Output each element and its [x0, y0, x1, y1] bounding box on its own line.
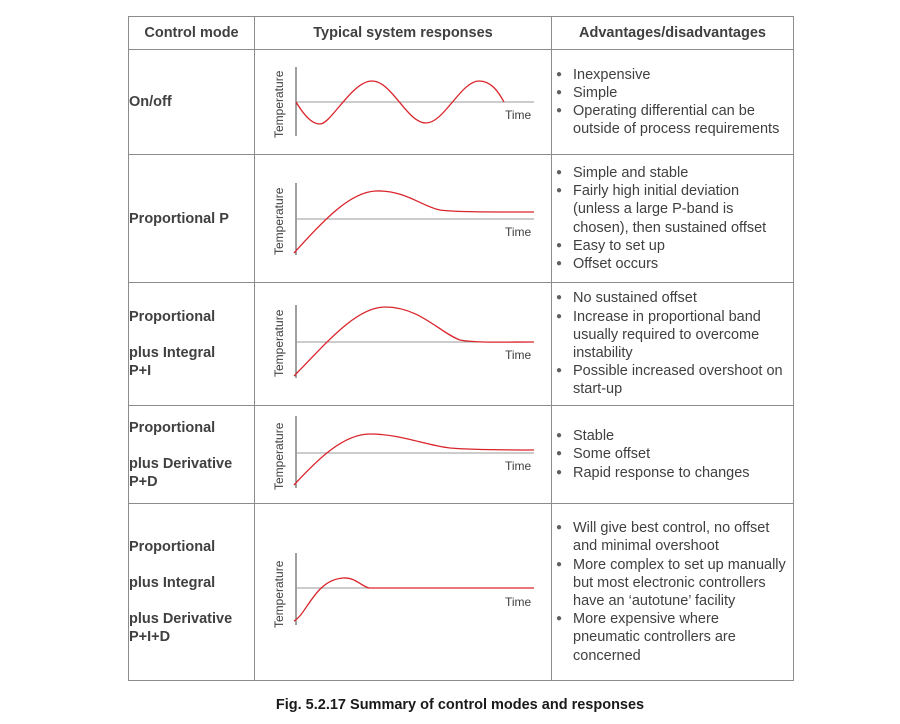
mode-label: Proportional: [129, 419, 216, 436]
advantages-cell: Will give best control, no offset and mi…: [551, 503, 794, 681]
temperature-curve: [293, 190, 535, 254]
proportional-derivative-response-graph: Temperature Time: [272, 416, 535, 490]
list-item: Fairly high initial deviation (unless a …: [556, 182, 789, 237]
y-axis-label: Temperature: [272, 187, 286, 255]
list-item: Simple: [556, 84, 789, 102]
x-axis-label: Time: [505, 348, 532, 362]
advantages-list: Inexpensive Simple Operating differentia…: [552, 66, 793, 139]
x-axis-label: Time: [505, 108, 532, 122]
list-item: Inexpensive: [556, 66, 789, 84]
list-item: Offset occurs: [556, 255, 789, 273]
list-item: No sustained offset: [556, 289, 789, 307]
proportional-integral-response-graph: Temperature Time: [272, 305, 535, 378]
advantages-list: No sustained offset Increase in proporti…: [552, 289, 793, 398]
temperature-curve: [293, 306, 535, 377]
y-axis-label: Temperature: [272, 422, 286, 490]
advantages-cell: No sustained offset Increase in proporti…: [551, 282, 794, 406]
response-graph-cell: Temperature Time: [254, 405, 552, 504]
row-proportional-derivative: Proportional plus Derivative P+D Tempera…: [128, 405, 794, 504]
on-off-response-graph: Temperature Time: [272, 67, 534, 138]
x-axis-label: Time: [505, 459, 532, 473]
mode-abbreviation: P+I+D: [129, 629, 171, 645]
list-item: Easy to set up: [556, 237, 789, 255]
list-item: Stable: [556, 427, 789, 445]
mode-abbreviation: P+I: [129, 363, 152, 379]
mode-cell: On/off: [128, 49, 255, 155]
list-item: Some offset: [556, 445, 789, 463]
row-proportional-integral-derivative: Proportional plus Integral plus Derivati…: [128, 503, 794, 681]
mode-label: Proportional P: [129, 210, 229, 227]
y-axis-label: Temperature: [272, 70, 286, 138]
x-axis-label: Time: [505, 225, 532, 239]
advantages-cell: Stable Some offset Rapid response to cha…: [551, 405, 794, 504]
y-axis-label: Temperature: [272, 560, 286, 628]
mode-cell: Proportional plus Integral plus Derivati…: [128, 503, 255, 681]
header-row: Control mode Typical system responses Ad…: [128, 16, 794, 50]
list-item: Operating differential can be outside of…: [556, 102, 789, 138]
mode-label: plus Derivative: [129, 611, 233, 627]
list-item: Rapid response to changes: [556, 464, 789, 482]
response-graph-cell: Temperature Time: [254, 49, 552, 155]
proportional-response-graph: Temperature Time: [272, 183, 535, 255]
list-item: Increase in proportional band usually re…: [556, 308, 789, 363]
y-axis-label: Temperature: [272, 309, 286, 377]
header-control-mode: Control mode: [128, 16, 255, 50]
advantages-list: Simple and stable Fairly high initial de…: [552, 164, 793, 273]
control-modes-table: Control mode Typical system responses Ad…: [128, 16, 794, 681]
list-item: Possible increased overshoot on start-up: [556, 362, 789, 398]
mode-label: Proportional: [129, 309, 216, 325]
response-graph-cell: Temperature Time: [254, 154, 552, 283]
row-on-off: On/off Temperature Time Inexpensive Simp…: [128, 49, 794, 155]
mode-label: Proportional: [129, 539, 216, 555]
response-graph-cell: Temperature Time: [254, 503, 552, 681]
list-item: Simple and stable: [556, 164, 789, 182]
figure-caption: Fig. 5.2.17 Summary of control modes and…: [275, 697, 645, 713]
advantages-list: Will give best control, no offset and mi…: [552, 519, 793, 665]
advantages-cell: Inexpensive Simple Operating differentia…: [551, 49, 794, 155]
temperature-curve: [293, 577, 534, 622]
advantages-list: Stable Some offset Rapid response to cha…: [552, 427, 793, 482]
row-proportional: Proportional P Temperature Time Simple a…: [128, 154, 794, 283]
mode-label: On/off: [129, 94, 172, 110]
advantages-cell: Simple and stable Fairly high initial de…: [551, 154, 794, 283]
mode-label: plus Derivative: [129, 455, 233, 472]
x-axis-label: Time: [505, 595, 532, 609]
mode-abbreviation: P+D: [129, 473, 158, 490]
temperature-curve: [295, 80, 505, 125]
list-item: More complex to set up manually but most…: [556, 556, 789, 611]
pid-response-graph: Temperature Time: [272, 553, 534, 628]
list-item: More expensive where pneumatic controlle…: [556, 610, 789, 665]
mode-cell: Proportional plus Derivative P+D: [128, 405, 255, 504]
mode-label: plus Integral: [129, 575, 216, 591]
mode-cell: Proportional plus Integral P+I: [128, 282, 255, 406]
response-graph-cell: Temperature Time: [254, 282, 552, 406]
list-item: Will give best control, no offset and mi…: [556, 519, 789, 555]
row-proportional-integral: Proportional plus Integral P+I Temperatu…: [128, 282, 794, 406]
header-system-responses: Typical system responses: [254, 16, 552, 50]
temperature-curve: [293, 433, 535, 486]
mode-label: plus Integral: [129, 345, 216, 361]
mode-cell: Proportional P: [128, 154, 255, 283]
header-advantages: Advantages/disadvantages: [551, 16, 794, 50]
